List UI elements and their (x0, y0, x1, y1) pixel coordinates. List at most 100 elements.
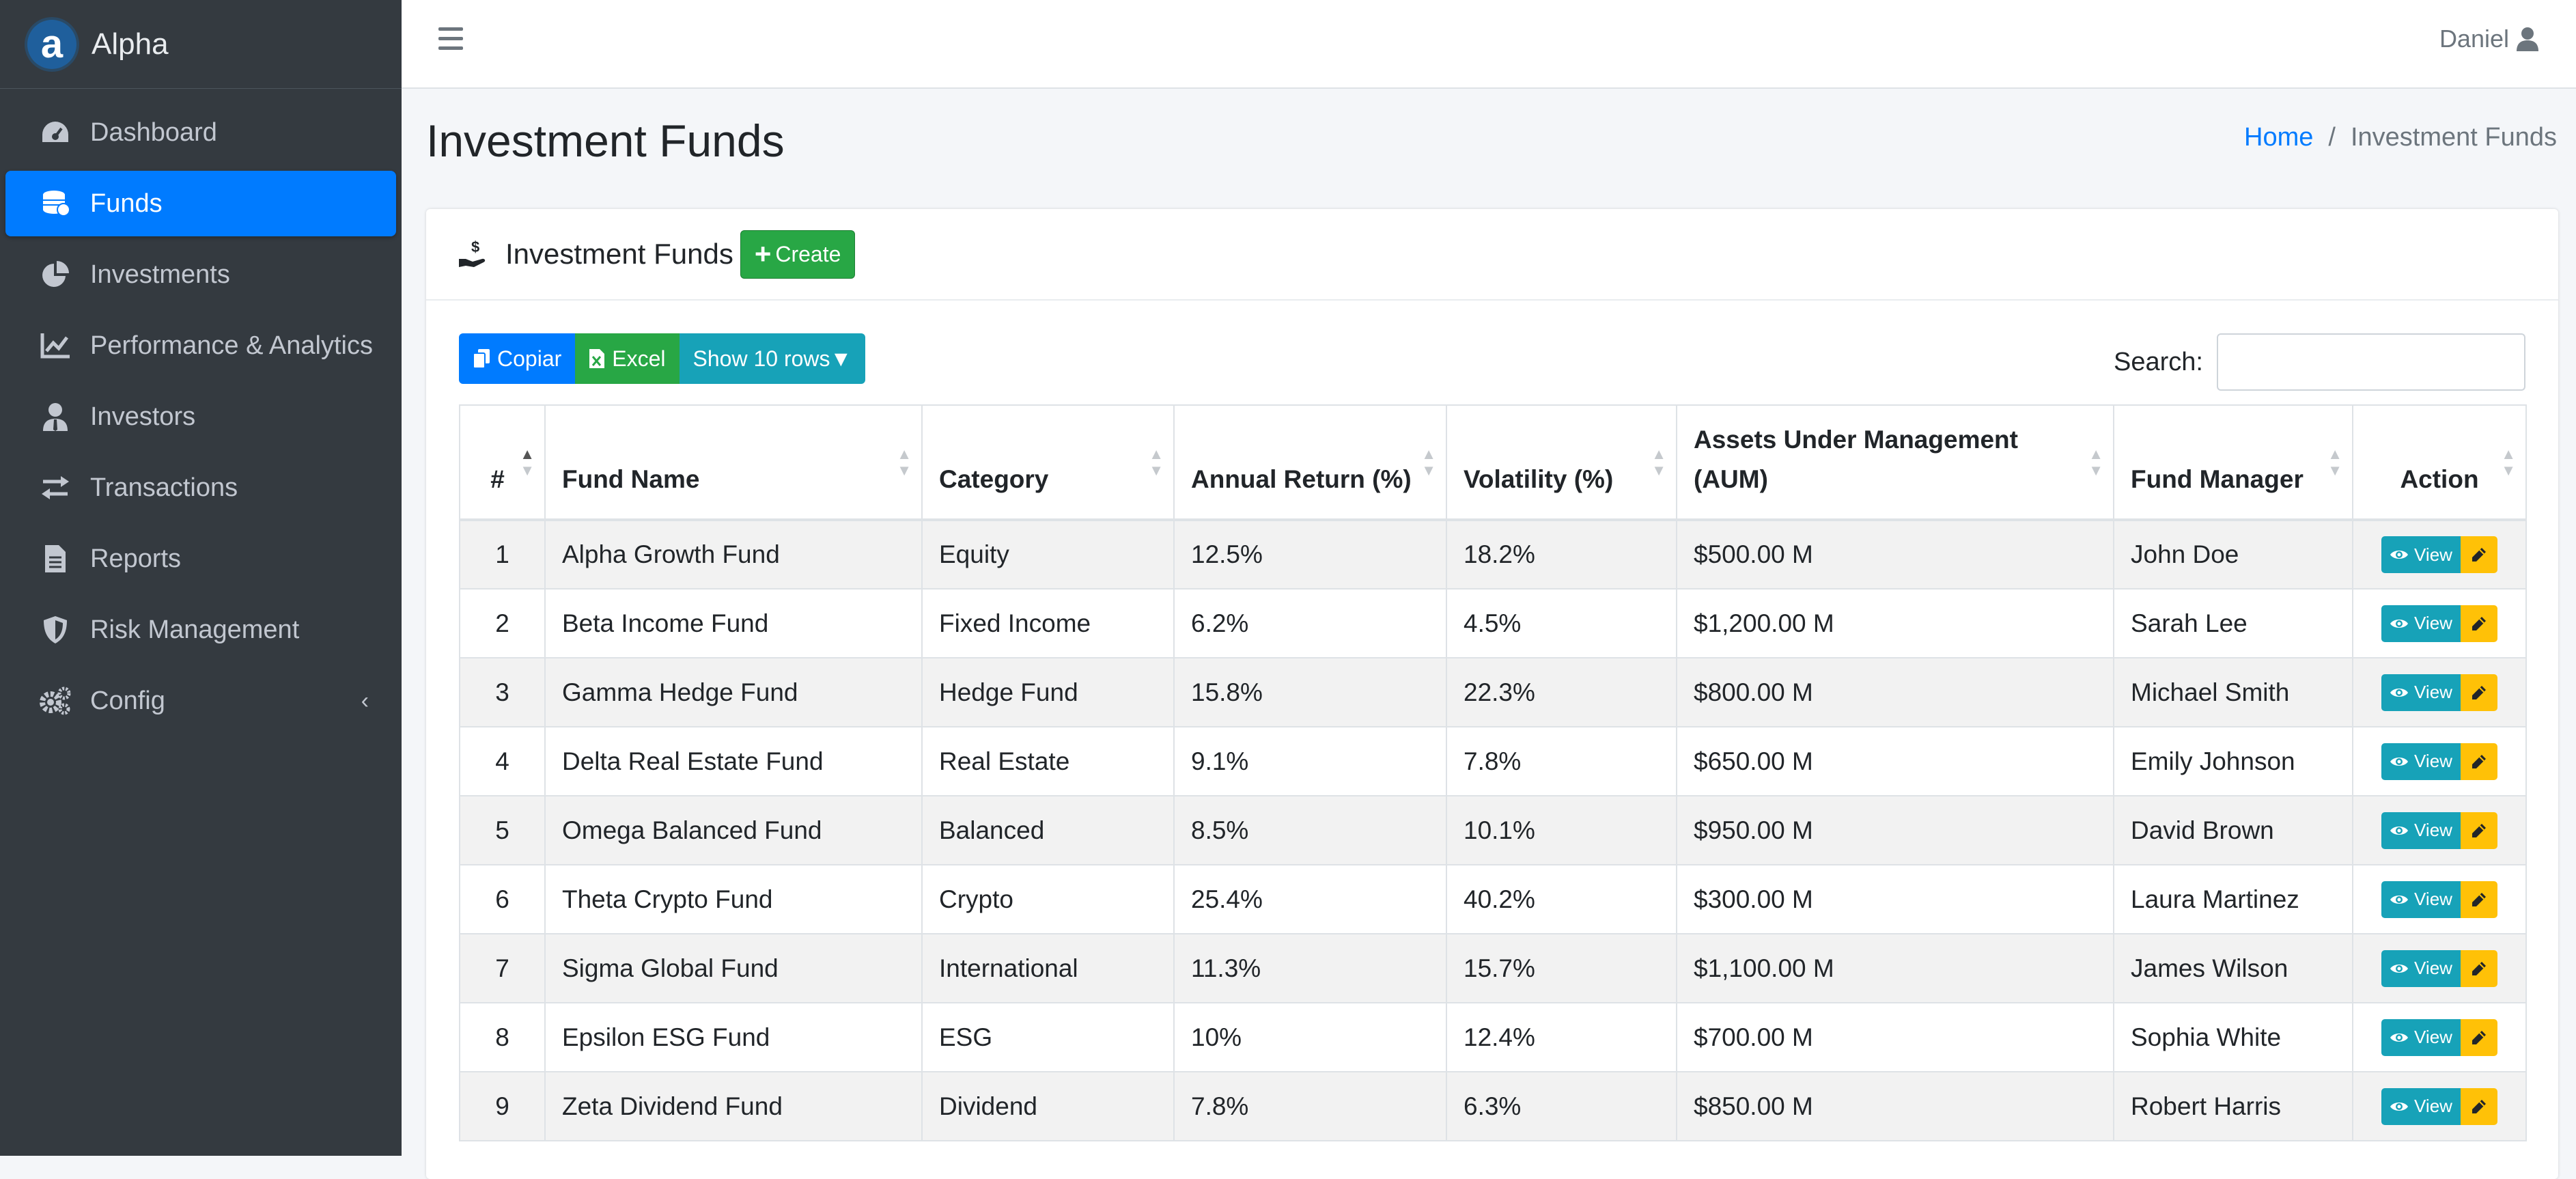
cell-action: View (2352, 1071, 2527, 1141)
shield-icon (37, 615, 74, 645)
column-header-fund-name[interactable]: Fund Name ▲ ▼ (544, 404, 923, 521)
cell-category: International (921, 933, 1175, 1003)
card-header: $ Investment Funds + Create (426, 209, 2558, 301)
cell-number: 9 (459, 1071, 546, 1141)
cell-fund-manager: Robert Harris (2113, 1071, 2353, 1141)
sidebar-item-transactions[interactable]: Transactions (5, 455, 396, 521)
view-button-label: View (2414, 1096, 2452, 1116)
table-row: 5 Omega Balanced Fund Balanced 8.5% 10.1% $95… (459, 795, 2527, 865)
view-button[interactable]: View (2381, 605, 2461, 642)
sidebar: a Alpha Dashboard Funds Investments Per (0, 0, 402, 1156)
view-button[interactable]: View (2381, 812, 2461, 849)
sidebar-item-funds[interactable]: Funds (5, 171, 396, 236)
cell-number: 3 (459, 657, 546, 727)
view-button-label: View (2414, 1027, 2452, 1047)
sidebar-item-performance[interactable]: Performance & Analytics (5, 313, 396, 378)
edit-button[interactable] (2460, 812, 2497, 849)
column-header-aum[interactable]: Assets Under Management (AUM) ▲ ▼ (1676, 404, 2114, 521)
column-header-number[interactable]: # ▲ ▼ (459, 404, 546, 521)
view-button-label: View (2414, 613, 2452, 633)
cell-action: View (2352, 933, 2527, 1003)
column-header-annual-return[interactable]: Annual Return (%) ▲ ▼ (1173, 404, 1447, 521)
table-row: 1 Alpha Growth Fund Equity 12.5% 18.2% $500.0… (459, 519, 2527, 590)
eye-icon (2390, 1102, 2409, 1111)
sidebar-item-label: Transactions (90, 473, 238, 502)
sidebar-item-label: Dashboard (90, 117, 217, 147)
user-icon (2517, 27, 2538, 51)
cell-number: 2 (459, 588, 546, 658)
edit-button[interactable] (2460, 605, 2497, 642)
gauge-icon (37, 117, 74, 148)
copy-button[interactable]: Copiar (459, 333, 576, 384)
edit-button[interactable] (2460, 536, 2497, 573)
view-button[interactable]: View (2381, 536, 2461, 573)
sidebar-item-risk-management[interactable]: Risk Management (5, 597, 396, 663)
sidebar-item-reports[interactable]: Reports (5, 526, 396, 592)
search-input[interactable] (2217, 333, 2525, 391)
cell-fund-name: Delta Real Estate Fund (544, 726, 923, 796)
table-row: 4 Delta Real Estate Fund Real Estate 9.1% 7.… (459, 726, 2527, 796)
view-button-label: View (2414, 889, 2452, 909)
page-length-button[interactable]: Show 10 rows▼ (679, 333, 866, 384)
edit-button[interactable] (2460, 1087, 2497, 1125)
column-header-action[interactable]: Action ▲ ▼ (2352, 404, 2527, 521)
table-row: 2 Beta Income Fund Fixed Income 6.2% 4.5% $1,… (459, 588, 2527, 658)
cell-volatility: 6.3% (1446, 1071, 1677, 1141)
brand-logo: a (27, 19, 76, 69)
cell-annual-return: 11.3% (1173, 933, 1447, 1003)
sidebar-item-investments[interactable]: Investments (5, 242, 396, 307)
sort-icon: ▲ ▼ (2327, 445, 2342, 479)
sort-icon: ▲ ▼ (2088, 445, 2103, 479)
table-toolbar: Copiar Excel Show 10 rows▼ (459, 333, 866, 384)
cell-volatility: 40.2% (1446, 864, 1677, 934)
exchange-icon (37, 473, 74, 503)
table-row: 7 Sigma Global Fund International 11.3% 15.7… (459, 933, 2527, 1003)
edit-button[interactable] (2460, 674, 2497, 711)
column-header-category[interactable]: Category ▲ ▼ (921, 404, 1175, 521)
excel-button[interactable]: Excel (575, 333, 680, 384)
search-label: Search: (2114, 347, 2203, 376)
sidebar-item-dashboard[interactable]: Dashboard (5, 100, 396, 165)
card-title: Investment Funds (505, 238, 733, 270)
page-length-label: Show 10 rows▼ (692, 346, 852, 371)
create-button[interactable]: + Create (740, 230, 856, 279)
cell-volatility: 10.1% (1446, 795, 1677, 865)
view-button[interactable]: View (2381, 674, 2461, 711)
view-button[interactable]: View (2381, 949, 2461, 987)
edit-button[interactable] (2460, 880, 2497, 918)
view-button[interactable]: View (2381, 1018, 2461, 1056)
breadcrumb-home-link[interactable]: Home (2244, 123, 2314, 152)
cell-number: 8 (459, 1002, 546, 1072)
pencil-icon (2472, 961, 2486, 975)
menu-toggle-icon[interactable] (438, 27, 463, 52)
sort-asc-icon: ▲ ▼ (520, 445, 535, 479)
column-header-volatility[interactable]: Volatility (%) ▲ ▼ (1446, 404, 1677, 521)
edit-button[interactable] (2460, 949, 2497, 987)
sidebar-item-investors[interactable]: Investors (5, 384, 396, 449)
sidebar-item-label: Reports (90, 544, 182, 573)
edit-button[interactable] (2460, 743, 2497, 780)
brand-link[interactable]: a Alpha (0, 0, 402, 89)
coins-icon (37, 189, 74, 219)
edit-button[interactable] (2460, 1018, 2497, 1056)
view-button[interactable]: View (2381, 1087, 2461, 1125)
cell-category: ESG (921, 1002, 1175, 1072)
user-menu[interactable]: Daniel (2439, 25, 2539, 53)
sidebar-item-label: Investors (90, 402, 196, 431)
column-header-fund-manager[interactable]: Fund Manager ▲ ▼ (2113, 404, 2353, 521)
cell-action: View (2352, 795, 2527, 865)
cell-fund-manager: Sophia White (2113, 1002, 2353, 1072)
sort-icon: ▲ ▼ (897, 445, 912, 479)
cell-fund-manager: James Wilson (2113, 933, 2353, 1003)
view-button[interactable]: View (2381, 880, 2461, 918)
copy-icon (473, 349, 490, 369)
pencil-icon (2472, 685, 2486, 699)
sidebar-item-config[interactable]: Config ‹ (5, 668, 396, 734)
cell-category: Dividend (921, 1071, 1175, 1141)
view-button[interactable]: View (2381, 743, 2461, 780)
pencil-icon (2472, 754, 2486, 768)
cell-number: 1 (459, 519, 546, 590)
view-button-label: View (2414, 544, 2452, 565)
search-box: Search: (2114, 333, 2525, 391)
hand-holding-usd-icon: $ (459, 238, 486, 267)
